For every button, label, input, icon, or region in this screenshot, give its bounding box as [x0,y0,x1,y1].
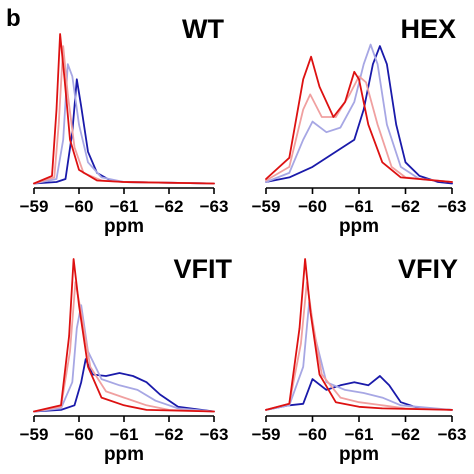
x-tick-label-vfit-4: −63 [200,425,229,444]
x-tick-label-vfit-2: −61 [110,425,139,444]
x-axis-label-vfiy: ppm [339,444,379,465]
spectrum-hex-0 [265,45,453,185]
x-tick-label-vfiy-0: −59 [252,425,281,444]
x-tick-label-vfit-3: −62 [155,425,184,444]
spectrum-hex-1 [265,43,453,183]
spectrum-vfit-0 [33,358,215,413]
spectrum-vfit-3 [33,258,215,413]
x-tick-label-vfiy-3: −62 [391,425,420,444]
x-tick-label-vfiy-4: −63 [438,425,467,444]
x-tick-label-wt-1: −60 [65,197,94,216]
x-tick-label-vfit-1: −60 [65,425,94,444]
x-tick-label-wt-3: −62 [155,197,184,216]
panel-vfit: VFIT −59 −60 −61 −62 −63 ppm [20,254,233,465]
x-tick-label-hex-2: −61 [345,197,374,216]
panel-title-vfiy: VFIY [398,254,458,284]
x-tick-label-hex-4: −63 [438,197,467,216]
x-axis-label-vfit: ppm [104,444,144,465]
x-tick-label-hex-1: −60 [298,197,327,216]
spectrum-wt-3 [33,33,215,185]
spectrum-vfiy-2 [265,281,453,411]
x-axis-label-hex: ppm [339,216,379,237]
spectrum-vfiy-3 [265,258,453,411]
x-tick-label-vfit-0: −59 [20,425,49,444]
panel-vfiy: VFIY −59 −60 −61 −62 −63 ppm [252,254,467,465]
panel-title-vfit: VFIT [174,254,233,284]
spectrum-hex-2 [265,75,453,183]
x-tick-label-wt-4: −63 [200,197,229,216]
spectrum-vfiy-0 [265,375,453,411]
x-tick-label-wt-2: −61 [110,197,139,216]
panel-letter: b [6,5,21,32]
x-tick-label-wt-0: −59 [20,197,49,216]
panel-hex: HEX −59 −60 −61 −62 −63 ppm [252,14,467,237]
x-tick-label-hex-0: −59 [252,197,281,216]
x-tick-label-hex-3: −62 [391,197,420,216]
spectrum-wt-1 [33,63,215,185]
x-tick-label-vfiy-2: −61 [345,425,374,444]
spectrum-vfiy-1 [265,301,453,411]
panel-title-hex: HEX [400,14,456,44]
panel-title-wt: WT [182,14,224,44]
x-axis-label-wt: ppm [104,216,144,237]
x-tick-label-vfiy-1: −60 [298,425,327,444]
panel-wt: WT −59 −60 −61 −62 −63 ppm [20,14,229,237]
spectrum-hex-3 [265,55,453,183]
spectrum-wt-2 [33,45,215,185]
panels: WT −59 −60 −61 −62 −63 ppm HEX −59 −60 −61 −62 −63 pp… [20,14,467,465]
spectrum-vfit-1 [33,304,215,413]
spectrum-vfit-2 [33,281,215,413]
